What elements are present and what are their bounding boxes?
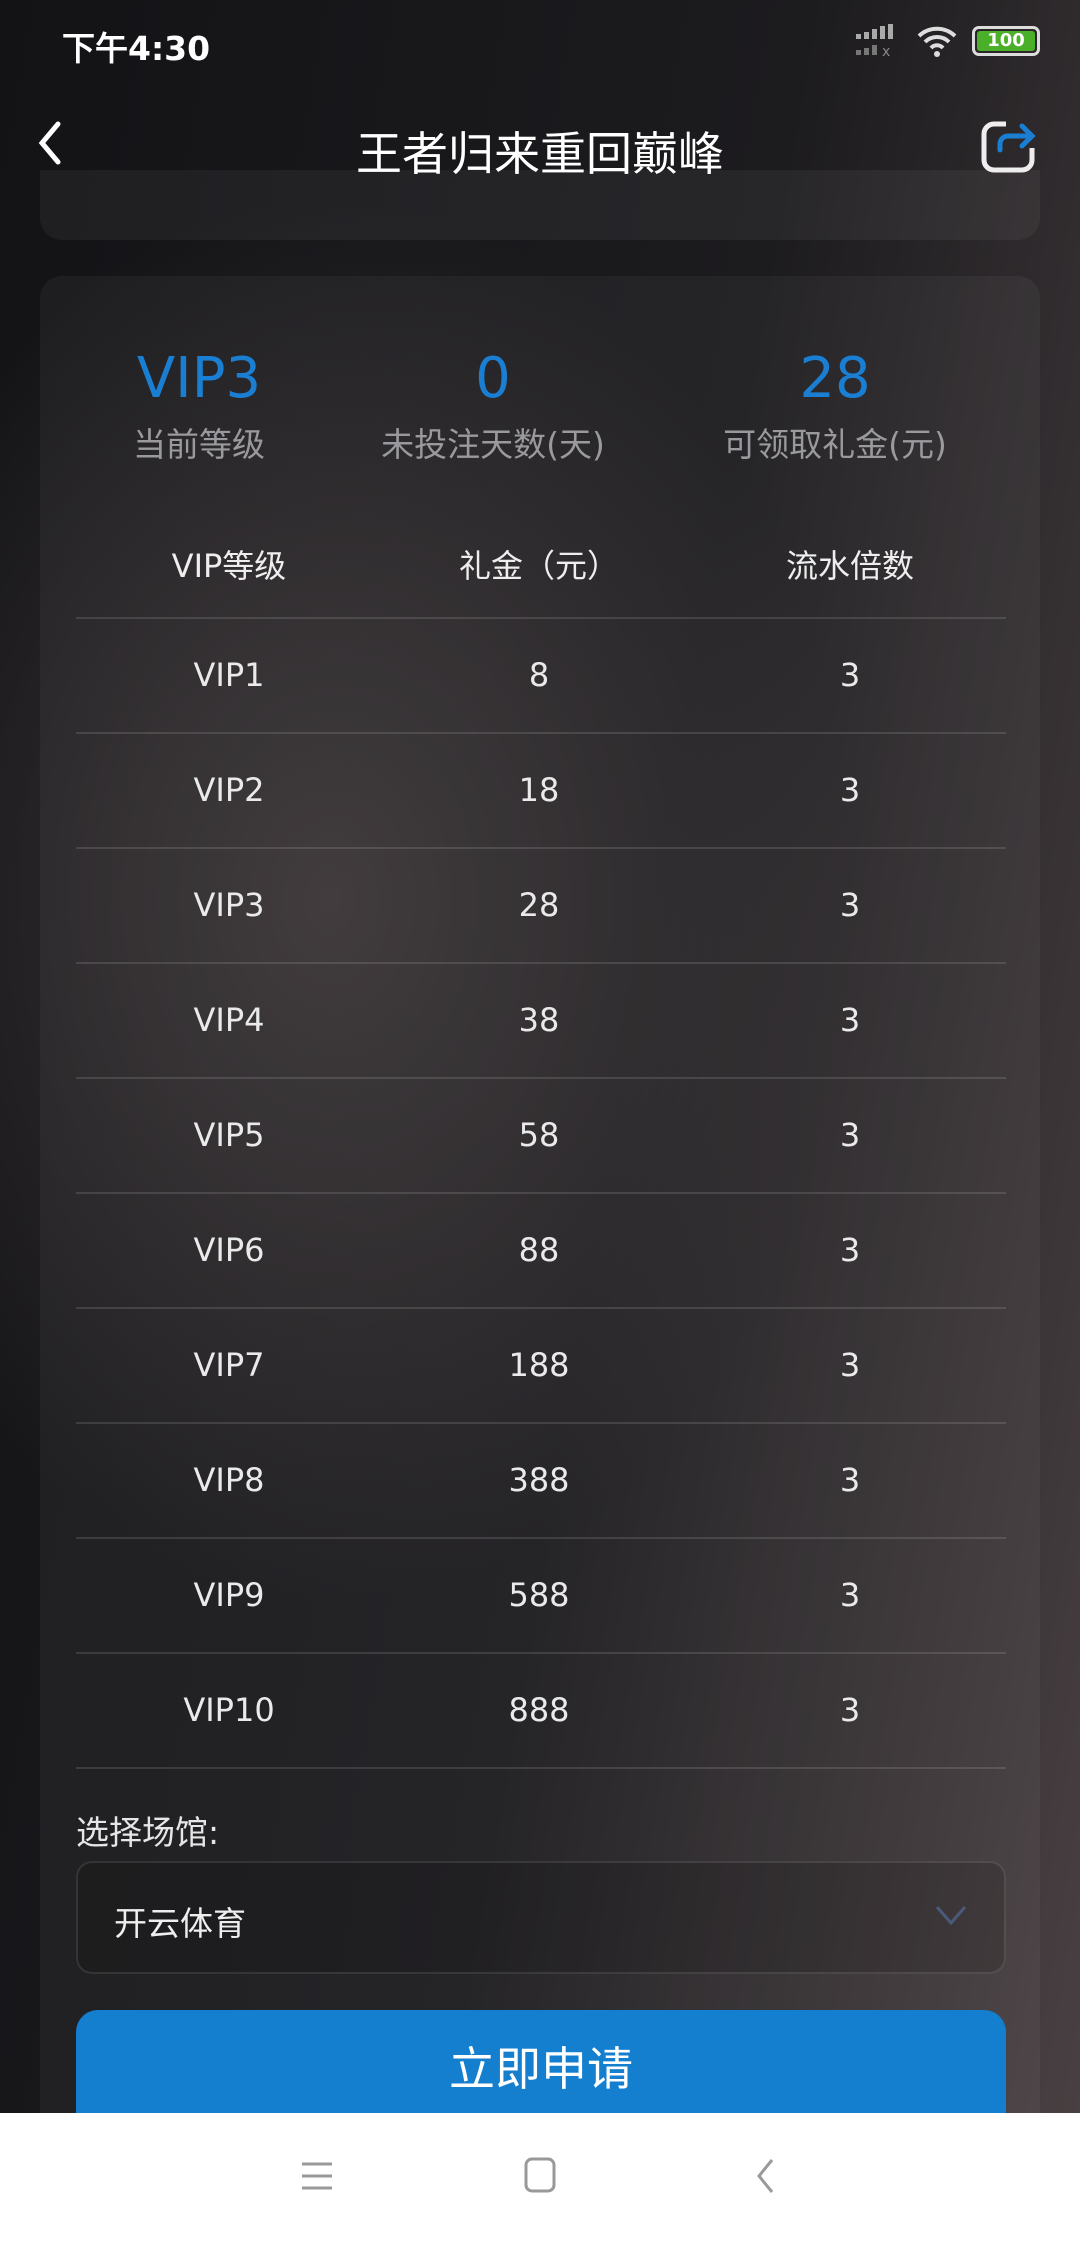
stat-claimable-gift: 28 可领取礼金(元)	[685, 344, 985, 466]
cell-level: VIP1	[193, 656, 265, 694]
page-title: 王者归来重回巅峰	[356, 127, 724, 181]
row-divider	[76, 1192, 1006, 1194]
cell-level: VIP3	[193, 886, 265, 924]
cell-level: VIP8	[193, 1461, 265, 1499]
cell-gift: 28	[518, 886, 560, 924]
stat-label: 可领取礼金(元)	[723, 425, 947, 464]
cell-multiplier: 3	[839, 1461, 861, 1499]
cell-gift: 188	[508, 1346, 570, 1384]
row-divider	[76, 1767, 1006, 1769]
row-divider	[76, 962, 1006, 964]
chevron-left-icon	[38, 121, 61, 165]
cell-multiplier: 3	[839, 1231, 861, 1269]
chevron-down-icon	[935, 1906, 967, 1926]
cell-level: VIP4	[193, 1001, 265, 1039]
status-time: 下午4:30	[62, 29, 211, 68]
svg-text:x: x	[882, 44, 890, 58]
menu-icon[interactable]	[300, 2161, 334, 2191]
row-divider	[76, 1422, 1006, 1424]
stat-value: VIP3	[136, 346, 262, 411]
previous-card	[40, 170, 1040, 240]
cell-multiplier: 3	[839, 1691, 861, 1729]
row-divider	[76, 732, 1006, 734]
stat-label: 未投注天数(天)	[381, 425, 605, 464]
vip-gift-card	[40, 276, 1040, 2176]
cell-gift: 888	[508, 1691, 570, 1729]
cell-level: VIP2	[193, 771, 265, 809]
cell-gift: 88	[518, 1231, 560, 1269]
cell-level: VIP5	[193, 1116, 265, 1154]
share-button[interactable]	[980, 118, 1036, 174]
cell-level: VIP6	[193, 1231, 265, 1269]
row-divider	[76, 1537, 1006, 1539]
row-divider	[76, 1077, 1006, 1079]
cell-gift: 388	[508, 1461, 570, 1499]
wifi-icon	[917, 26, 957, 57]
home-icon[interactable]	[524, 2157, 556, 2193]
cell-multiplier: 3	[839, 656, 861, 694]
cell-gift: 588	[508, 1576, 570, 1614]
venue-selected-value: 开云体育	[114, 1904, 246, 1943]
cell-level: VIP10	[183, 1691, 275, 1729]
stat-value: 0	[475, 346, 511, 411]
divider	[76, 617, 1006, 619]
back-button[interactable]	[34, 118, 64, 168]
stat-days-no-bet: 0 未投注天数(天)	[343, 344, 643, 466]
cell-gift: 18	[518, 771, 560, 809]
column-header-multiplier: 流水倍数	[785, 547, 914, 585]
status-icons: x 100	[856, 24, 1040, 58]
stat-current-level: VIP3 当前等级	[49, 344, 349, 466]
cell-gift: 8	[528, 656, 550, 694]
cell-multiplier: 3	[839, 886, 861, 924]
row-divider	[76, 847, 1006, 849]
cell-multiplier: 3	[839, 1576, 861, 1614]
cell-multiplier: 3	[839, 1001, 861, 1039]
back-nav-icon[interactable]	[754, 2157, 776, 2195]
column-header-level: VIP等级	[171, 547, 287, 585]
system-nav-bar	[0, 2113, 1080, 2244]
cell-level: VIP9	[193, 1576, 265, 1614]
row-divider	[76, 1307, 1006, 1309]
stat-value: 28	[799, 346, 871, 411]
row-divider	[76, 1652, 1006, 1654]
column-header-gift: 礼金（元）	[458, 547, 619, 585]
cell-gift: 38	[518, 1001, 560, 1039]
cell-multiplier: 3	[839, 1116, 861, 1154]
battery-icon: 100	[972, 26, 1040, 56]
stat-label: 当前等级	[133, 425, 265, 464]
venue-select[interactable]: 开云体育	[76, 1861, 1006, 1974]
cell-multiplier: 3	[839, 1346, 861, 1384]
share-icon	[981, 121, 1036, 173]
battery-level: 100	[977, 31, 1035, 51]
cell-gift: 58	[518, 1116, 560, 1154]
cell-level: VIP7	[193, 1346, 265, 1384]
venue-label: 选择场馆:	[76, 1813, 220, 1852]
signal-icon: x	[856, 24, 893, 58]
cell-multiplier: 3	[839, 771, 861, 809]
